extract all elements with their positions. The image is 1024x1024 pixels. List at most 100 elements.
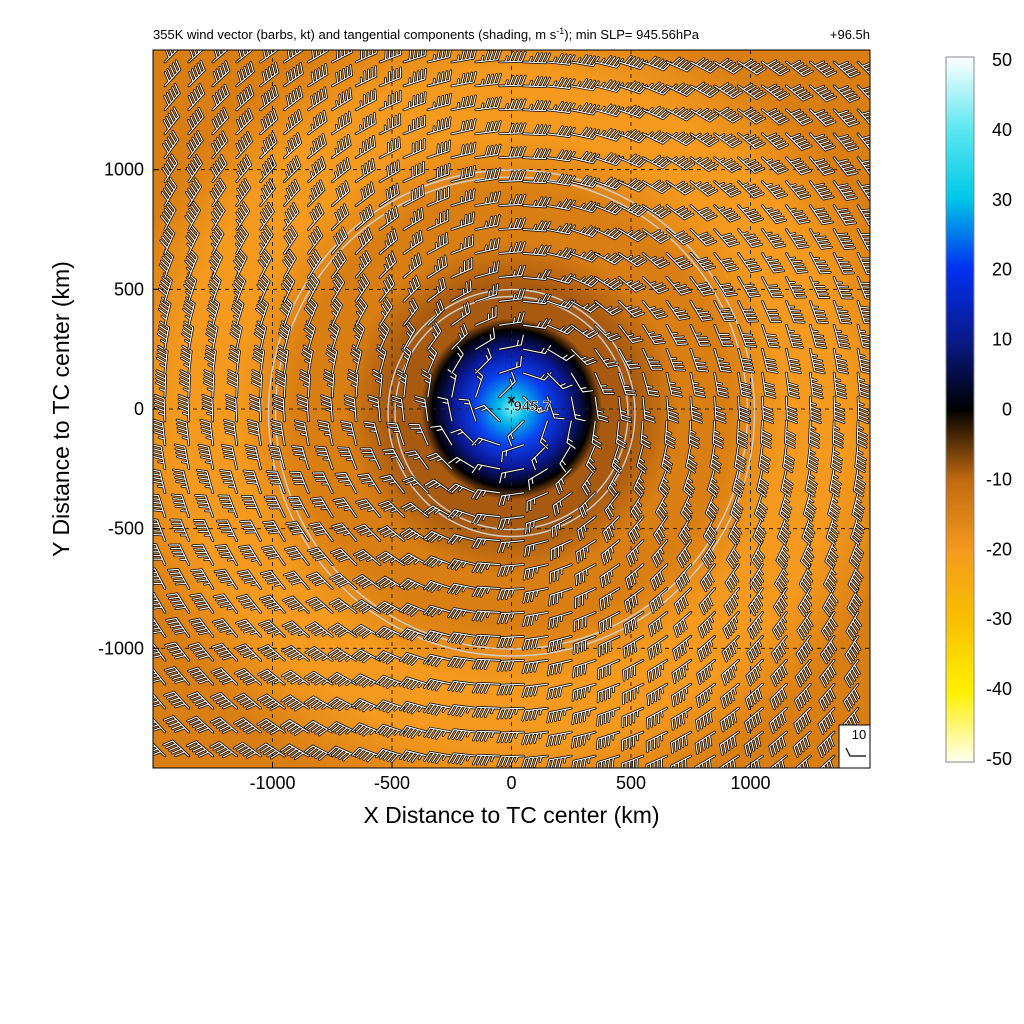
wind-barb-stroke <box>618 129 648 143</box>
wind-barb <box>423 653 454 668</box>
wind-barb <box>153 567 167 590</box>
wind-barb <box>450 344 465 375</box>
wind-barb <box>778 491 793 522</box>
wind-barb-stroke <box>594 324 621 342</box>
wind-barb-stroke <box>240 520 262 542</box>
wind-barb-stroke <box>666 228 693 245</box>
wind-barb <box>153 616 167 638</box>
wind-barb-stroke <box>594 348 619 368</box>
wind-barb <box>235 50 256 64</box>
wind-barb <box>343 394 358 423</box>
wind-barb-stroke <box>475 144 501 159</box>
wind-barb-stroke <box>648 611 668 636</box>
wind-barb <box>828 467 842 498</box>
wind-barb <box>207 272 222 303</box>
wind-barb-stroke <box>331 64 353 87</box>
wind-barb-stroke <box>379 229 398 254</box>
wind-barb-stroke <box>156 345 168 374</box>
wind-barb-stroke <box>153 617 166 637</box>
x-tick-label: 0 <box>506 773 516 793</box>
wind-barb-stroke <box>761 300 782 323</box>
x-axis-label: X Distance to TC center (km) <box>363 802 659 828</box>
wind-barb-stroke <box>751 540 765 569</box>
wind-barb <box>697 611 716 639</box>
wind-barb-stroke <box>499 468 525 484</box>
wind-barb <box>424 478 454 495</box>
wind-barb-stroke <box>594 104 624 117</box>
wind-barb-stroke <box>378 500 405 518</box>
wind-barb <box>808 323 828 350</box>
wind-barb <box>327 745 358 762</box>
wind-barb-stroke <box>821 611 837 640</box>
wind-barb <box>436 395 454 423</box>
wind-barb-stroke <box>779 492 792 521</box>
wind-barb-stroke <box>499 334 524 350</box>
wind-barb <box>521 706 549 722</box>
wind-barb-stroke <box>833 348 849 374</box>
wind-barb <box>378 251 397 279</box>
wind-barb-stroke <box>307 110 327 135</box>
wind-barb <box>446 508 478 520</box>
wind-barb <box>498 217 527 231</box>
wind-barb <box>617 178 648 193</box>
wind-barb-stroke <box>475 306 497 326</box>
wind-barb-stroke <box>283 249 296 278</box>
wind-barb <box>354 50 378 64</box>
wind-barb <box>280 669 310 686</box>
wind-barb-stroke <box>472 489 501 500</box>
wind-barb-stroke <box>857 348 870 374</box>
wind-barb-stroke <box>243 470 262 494</box>
wind-barb <box>235 594 262 614</box>
wind-barb <box>307 63 329 88</box>
wind-barb <box>793 706 812 735</box>
wind-barb-stroke <box>472 658 501 670</box>
wind-barb <box>211 60 231 88</box>
wind-barb <box>285 520 310 542</box>
wind-barb-stroke <box>258 645 285 661</box>
wind-barb-stroke <box>809 252 831 274</box>
wind-barb <box>773 587 788 617</box>
wind-barb-stroke <box>160 201 176 231</box>
wind-barb <box>671 682 693 708</box>
wind-barb <box>260 545 286 566</box>
wind-barb-stroke <box>833 133 859 152</box>
wind-barb <box>153 443 167 471</box>
wind-barb-stroke <box>797 611 813 640</box>
wind-barb-stroke <box>163 740 190 757</box>
wind-barb <box>447 728 478 741</box>
wind-barb-stroke <box>719 755 740 768</box>
wind-barb <box>665 156 696 171</box>
wind-barb <box>450 279 473 303</box>
wind-barb-stroke <box>214 569 238 590</box>
wind-barb-stroke <box>618 372 637 396</box>
wind-barb <box>423 702 454 716</box>
wind-barb <box>665 204 695 221</box>
wind-barb-stroke <box>328 648 357 662</box>
wind-barb <box>745 658 764 687</box>
wind-barb <box>401 344 413 375</box>
wind-barb-stroke <box>737 181 764 198</box>
wind-barb <box>257 668 286 686</box>
wind-barb-stroke <box>618 203 647 217</box>
wind-barb <box>402 184 425 207</box>
wind-barb-stroke <box>546 101 575 113</box>
wind-barb-stroke <box>618 396 632 423</box>
wind-barb-stroke <box>802 516 815 545</box>
wind-barb <box>847 563 864 594</box>
wind-barb-stroke <box>375 724 405 737</box>
wind-barb-stroke <box>257 273 270 302</box>
wind-barb-stroke <box>833 252 855 274</box>
wind-barb-stroke <box>761 348 778 373</box>
wind-barb-stroke <box>402 476 429 494</box>
wind-barb-stroke <box>697 635 716 661</box>
wind-barb <box>780 467 794 498</box>
wind-barb-stroke <box>347 369 359 398</box>
wind-barb <box>363 420 382 447</box>
wind-barb <box>217 494 238 519</box>
wind-barb <box>157 272 173 303</box>
wind-barb-stroke <box>337 447 357 470</box>
wind-barb-stroke <box>683 468 695 497</box>
wind-barb-stroke <box>714 300 736 322</box>
wind-barb-stroke <box>475 347 492 374</box>
wind-barb-stroke <box>809 228 832 249</box>
